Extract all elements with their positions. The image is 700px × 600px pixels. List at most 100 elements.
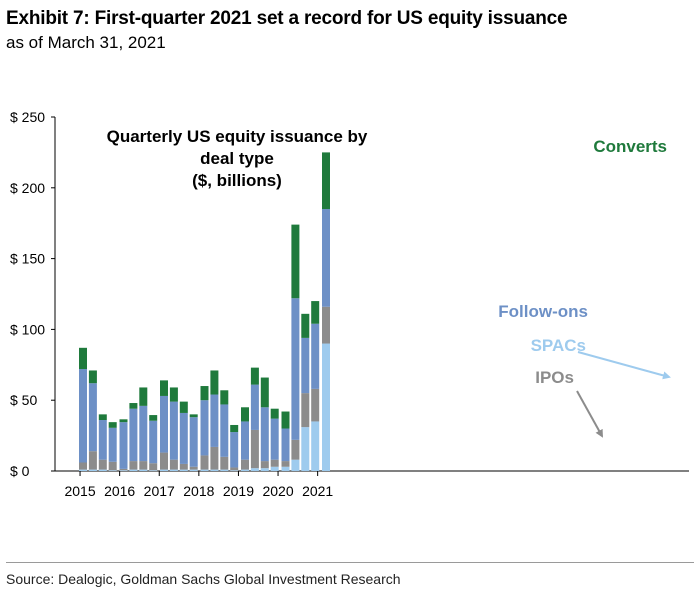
- bar-segment-spacs: [220, 469, 229, 471]
- bar-segment-converts: [270, 408, 279, 419]
- footer-divider: [6, 562, 694, 563]
- bar-segment-follow-ons: [281, 428, 290, 462]
- bar-segment-converts: [179, 401, 188, 413]
- bar-segment-converts: [291, 224, 300, 299]
- bar-segment-spacs: [301, 427, 310, 471]
- bar-segment-follow-ons: [98, 420, 107, 460]
- bar-segment-converts: [98, 414, 107, 421]
- bar-segment-follow-ons: [220, 404, 229, 457]
- bar-segment-follow-ons: [160, 395, 168, 453]
- bar-segment-spacs: [270, 466, 279, 471]
- bar-segment-follow-ons: [179, 412, 188, 464]
- bar-segment-spacs: [291, 459, 300, 471]
- bar-segment-ipos: [260, 461, 269, 469]
- y-tick-label: $ 200: [10, 180, 45, 196]
- chart-title-line-1: Quarterly US equity issuance by: [107, 127, 368, 146]
- bar-segment-converts: [149, 415, 158, 421]
- bar-segment-ipos: [210, 446, 219, 470]
- annotation-follow-ons: Follow-ons: [498, 302, 588, 321]
- bar-segment-ipos: [230, 467, 239, 471]
- bar-segment-follow-ons: [129, 408, 138, 462]
- bar-segment-follow-ons: [260, 407, 269, 462]
- bar-segment-follow-ons: [119, 422, 128, 469]
- x-tick-label: 2020: [262, 483, 293, 499]
- bar-segment-spacs: [260, 468, 269, 471]
- bar-segment-ipos: [301, 393, 310, 428]
- bar-segment-spacs: [98, 469, 107, 471]
- bar-segment-converts: [108, 422, 117, 428]
- bar-segment-spacs: [281, 466, 290, 471]
- bar-segment-converts: [200, 386, 209, 401]
- annotation-converts: Converts: [593, 137, 667, 156]
- y-tick-label: $ 150: [10, 251, 45, 267]
- bar-segment-follow-ons: [291, 298, 300, 440]
- bar-segment-converts: [169, 387, 178, 402]
- exhibit-subtitle: as of March 31, 2021: [6, 33, 166, 52]
- bar-segment-spacs: [189, 469, 198, 471]
- bar-segment-ipos: [98, 459, 107, 470]
- plot-area: [51, 116, 689, 476]
- bar-segment-spacs: [119, 470, 128, 471]
- bar-segment-spacs: [311, 421, 320, 471]
- bar-segment-spacs: [149, 470, 158, 471]
- x-tick-label: 2016: [104, 483, 135, 499]
- bar-segment-follow-ons: [139, 405, 148, 462]
- y-axis-labels: $ 0 $ 50 $ 100 $ 150 $ 200 $ 250: [10, 109, 45, 479]
- bar-segment-spacs: [79, 469, 87, 471]
- bar-segment-spacs: [210, 469, 219, 471]
- source-note: Source: Dealogic, Goldman Sachs Global I…: [6, 571, 401, 587]
- bar-segment-follow-ons: [301, 337, 310, 394]
- spacs-arrow: [577, 351, 671, 380]
- chart-title-line-3: ($, billions): [192, 171, 282, 190]
- bar-segment-converts: [250, 367, 259, 385]
- bar-segment-ipos: [311, 388, 320, 422]
- bar-segment-ipos: [220, 456, 229, 470]
- bar-segment-ipos: [108, 461, 117, 471]
- bar-segment-follow-ons: [200, 400, 209, 456]
- bar-segment-follow-ons: [270, 418, 279, 460]
- bar-segment-ipos: [169, 459, 178, 470]
- bar-segment-ipos: [149, 463, 158, 471]
- x-tick-label: 2021: [302, 483, 333, 499]
- x-tick-label: 2018: [183, 483, 214, 499]
- annotation-spacs: SPACs: [531, 336, 586, 355]
- bar-segment-ipos: [241, 459, 249, 470]
- bar-segment-converts: [311, 301, 320, 324]
- bar-segment-spacs: [200, 469, 209, 471]
- bar-segment-ipos: [88, 451, 97, 470]
- bar-segment-converts: [119, 419, 128, 423]
- bar-segment-ipos: [129, 461, 138, 470]
- bar-segment-ipos: [119, 468, 128, 471]
- y-tick-label: $ 100: [10, 321, 45, 337]
- bar-segment-spacs: [169, 469, 178, 471]
- bar-segment-follow-ons: [108, 427, 117, 462]
- bar-segment-spacs: [241, 469, 249, 471]
- bar-segment-converts: [220, 390, 229, 405]
- x-tick-label: 2015: [64, 483, 95, 499]
- bar-segment-ipos: [291, 439, 300, 460]
- bar-segment-converts: [88, 370, 97, 384]
- bar-segment-converts: [129, 403, 138, 409]
- bar-segment-ipos: [322, 306, 330, 344]
- x-tick-label: 2017: [144, 483, 175, 499]
- bar-segment-ipos: [250, 429, 259, 469]
- bar-segment-follow-ons: [88, 383, 97, 452]
- bar-segment-follow-ons: [210, 394, 219, 447]
- y-tick-label: $ 50: [10, 392, 37, 408]
- ipos-arrow: [576, 390, 603, 438]
- bar-segment-converts: [79, 347, 87, 370]
- bar-segment-converts: [260, 377, 269, 408]
- equity-issuance-chart: $ 0 $ 50 $ 100 $ 150 $ 200 $ 250 2015 2016 2017…: [10, 109, 689, 499]
- bar-segment-spacs: [322, 343, 330, 471]
- bar-segment-follow-ons: [322, 209, 330, 307]
- bar-segment-ipos: [179, 463, 188, 470]
- bar-segment-converts: [322, 152, 330, 210]
- bar-segment-follow-ons: [79, 369, 87, 463]
- bar-segment-ipos: [160, 452, 168, 470]
- bar-segment-follow-ons: [250, 384, 259, 430]
- bar-segment-converts: [301, 313, 310, 338]
- bar-segment-ipos: [139, 461, 148, 470]
- chart-title-line-2: deal type: [200, 149, 274, 168]
- exhibit-title: Exhibit 7: First-quarter 2021 set a reco…: [6, 8, 568, 29]
- x-tick-label: 2019: [223, 483, 254, 499]
